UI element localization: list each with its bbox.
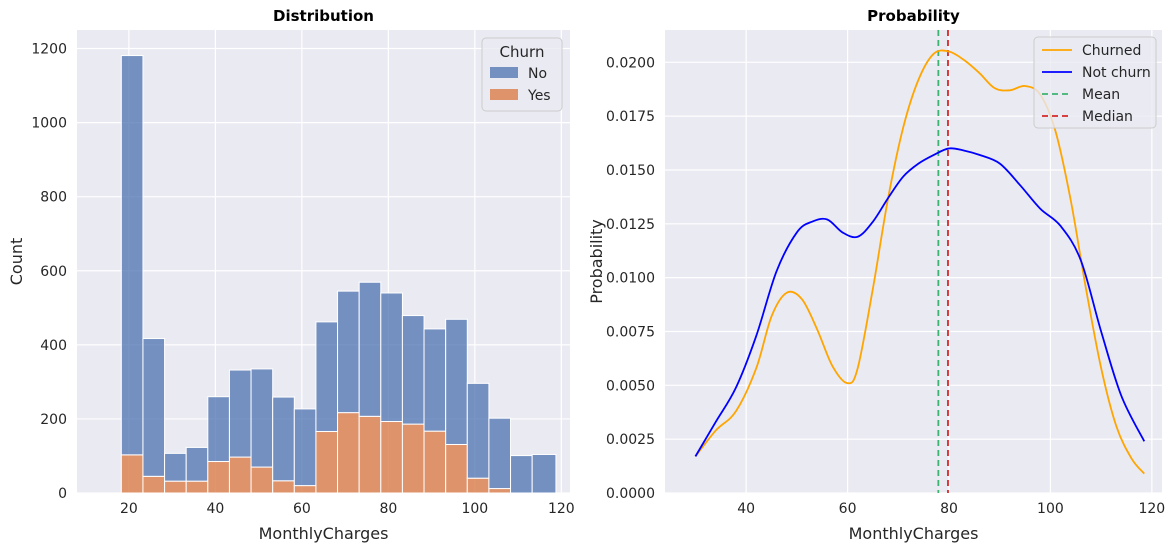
bar-no bbox=[423, 328, 447, 432]
bar-yes bbox=[120, 454, 144, 494]
bar-yes bbox=[315, 431, 339, 494]
bar-no bbox=[142, 338, 166, 477]
y-tick-label: 1200 bbox=[31, 42, 67, 58]
bar-yes bbox=[207, 461, 230, 494]
distribution-bars bbox=[120, 55, 557, 494]
x-tick-label: 120 bbox=[1138, 501, 1165, 517]
y-tick-label: 0.0150 bbox=[606, 163, 655, 179]
bar-yes bbox=[164, 480, 187, 494]
y-tick-label: 400 bbox=[40, 338, 67, 354]
bar-no bbox=[164, 452, 187, 482]
y-tick-label: 0.0025 bbox=[606, 432, 655, 448]
x-tick-label: 80 bbox=[940, 501, 958, 517]
bar-no bbox=[531, 453, 557, 494]
bar-yes bbox=[272, 480, 295, 494]
bar-no bbox=[510, 455, 533, 494]
x-tick-label: 40 bbox=[737, 501, 755, 517]
bar-no bbox=[445, 318, 468, 445]
legend-label-mean: Mean bbox=[1082, 87, 1120, 103]
x-tick-label: 120 bbox=[548, 501, 575, 517]
y-tick-label: 0.0100 bbox=[606, 271, 655, 287]
bar-no bbox=[293, 408, 317, 487]
legend-label-no: No bbox=[528, 66, 547, 82]
distribution-x-axis-label: MonthlyCharges bbox=[259, 524, 389, 543]
legend-label-median: Median bbox=[1082, 109, 1133, 125]
probability-y-axis-label: Probability bbox=[587, 219, 606, 304]
x-tick-label: 60 bbox=[839, 501, 857, 517]
bar-no bbox=[358, 281, 382, 417]
distribution-title: Distribution bbox=[273, 7, 374, 25]
bar-yes bbox=[380, 421, 403, 494]
probability-legend-box bbox=[1033, 36, 1157, 129]
bar-no bbox=[380, 292, 403, 423]
bar-no bbox=[207, 396, 230, 463]
y-tick-label: 800 bbox=[40, 190, 67, 206]
probability-x-axis-label: MonthlyCharges bbox=[849, 524, 979, 543]
bar-yes bbox=[358, 415, 382, 494]
bar-yes bbox=[466, 477, 490, 494]
bar-yes bbox=[488, 488, 512, 494]
not-churn-line bbox=[694, 147, 1146, 457]
legend-label-not-churn: Not churn bbox=[1082, 65, 1151, 81]
bar-yes bbox=[293, 485, 317, 494]
bar-yes bbox=[185, 480, 209, 494]
distribution-y-ticks: 0 200 400 600 800 1000 1200 bbox=[31, 42, 67, 502]
bar-yes bbox=[142, 475, 166, 494]
bar-no bbox=[488, 417, 512, 490]
distribution-x-ticks: 20 40 60 80 100 120 bbox=[120, 501, 575, 517]
legend-swatch-no bbox=[490, 67, 518, 78]
x-tick-label: 100 bbox=[1037, 501, 1064, 517]
bar-no bbox=[272, 396, 295, 482]
x-tick-label: 20 bbox=[120, 501, 138, 517]
y-tick-label: 0.0175 bbox=[606, 109, 655, 125]
probability-title: Probability bbox=[867, 7, 960, 25]
legend-swatch-yes bbox=[490, 89, 518, 100]
x-tick-label: 100 bbox=[461, 501, 488, 517]
y-tick-label: 0.0125 bbox=[606, 217, 655, 233]
bar-yes bbox=[401, 423, 425, 494]
x-tick-label: 80 bbox=[379, 501, 397, 517]
y-tick-label: 0 bbox=[58, 486, 67, 502]
bar-yes bbox=[423, 430, 447, 494]
bar-no bbox=[250, 368, 274, 468]
distribution-y-axis-label: Count bbox=[7, 238, 26, 286]
distribution-legend: Churn No Yes bbox=[481, 37, 563, 112]
bar-no bbox=[401, 315, 425, 425]
probability-lines bbox=[694, 49, 1146, 475]
y-tick-label: 600 bbox=[40, 264, 67, 280]
bar-yes bbox=[250, 466, 274, 494]
probability-subplot: 40 60 80 100 120 0.00000.00250.00500.00750.0… bbox=[587, 7, 1165, 543]
bar-no bbox=[120, 55, 144, 456]
distribution-subplot: 20 40 60 80 100 120 0 200 400 600 800 1000 1200 Dis… bbox=[7, 7, 575, 543]
legend-label-churned: Churned bbox=[1082, 43, 1141, 59]
x-tick-label: 40 bbox=[206, 501, 224, 517]
legend-label-yes: Yes bbox=[527, 88, 551, 104]
y-tick-label: 200 bbox=[40, 412, 67, 428]
bar-no bbox=[228, 369, 252, 458]
probability-y-ticks: 0.0000 0.0025 0.0050 0.0075 0.0100 0.0125 0.01… bbox=[606, 55, 655, 502]
probability-legend: Churned Not churn Mean Median bbox=[1033, 36, 1157, 129]
distribution-legend-title: Churn bbox=[500, 43, 545, 61]
y-tick-label: 1000 bbox=[31, 116, 67, 132]
bar-no bbox=[315, 321, 339, 433]
bar-yes bbox=[337, 412, 360, 494]
y-tick-label: 0.0075 bbox=[606, 324, 655, 340]
churned-line bbox=[694, 49, 1145, 475]
y-tick-label: 0.0000 bbox=[606, 486, 655, 502]
y-tick-label: 0.0200 bbox=[606, 55, 655, 71]
bar-no bbox=[185, 446, 209, 482]
probability-reference-lines bbox=[937, 30, 949, 493]
bar-no bbox=[337, 290, 360, 414]
probability-x-ticks: 40 60 80 100 120 bbox=[737, 501, 1165, 517]
y-tick-label: 0.0050 bbox=[606, 378, 655, 394]
bar-yes bbox=[445, 443, 468, 494]
bar-no bbox=[466, 382, 490, 479]
bar-yes bbox=[228, 456, 252, 494]
x-tick-label: 60 bbox=[293, 501, 311, 517]
